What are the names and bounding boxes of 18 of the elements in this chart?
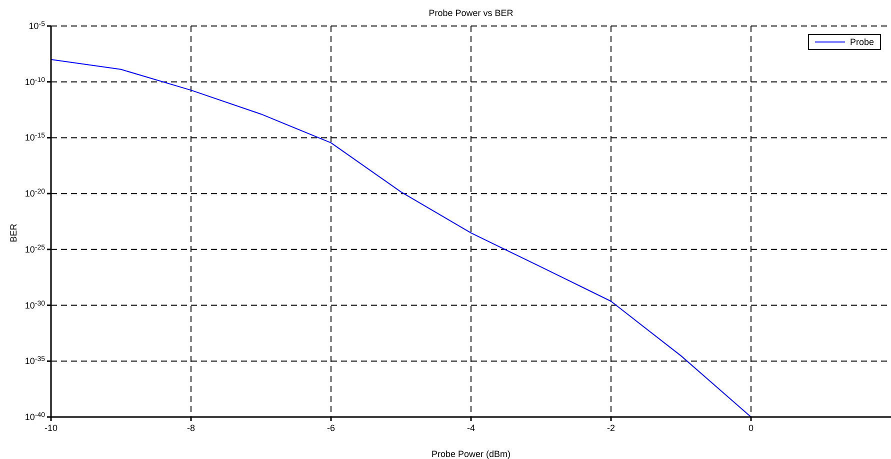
y-tick-label: 10$^{-35}$ [24,356,46,366]
legend-label: Probe [850,37,874,47]
y-tick-label: 10$^{-30}$ [24,300,46,310]
y-tick-label: 10$^{-25}$ [24,244,46,254]
y-axis-title: BER [8,224,18,242]
x-tick-label: -2 [606,423,616,433]
x-tick-label: -10 [44,423,58,433]
y-tick-label: 10$^{-40}$ [24,412,46,422]
x-tick-label: -4 [466,423,476,433]
y-tick-label: 10$^{-10}$ [24,76,46,87]
chart-title: Probe Power vs BER [428,8,514,18]
x-tick-label: -6 [326,423,336,433]
x-axis-title: Probe Power (dBm) [430,449,512,459]
x-tick-label: -8 [186,423,196,433]
y-tick-label: 10$^{-5}$ [28,20,46,31]
x-tick-label: 0 [748,423,754,433]
y-tick-label: 10$^{-15}$ [24,132,46,143]
y-tick-label: 10$^{-20}$ [24,188,46,199]
